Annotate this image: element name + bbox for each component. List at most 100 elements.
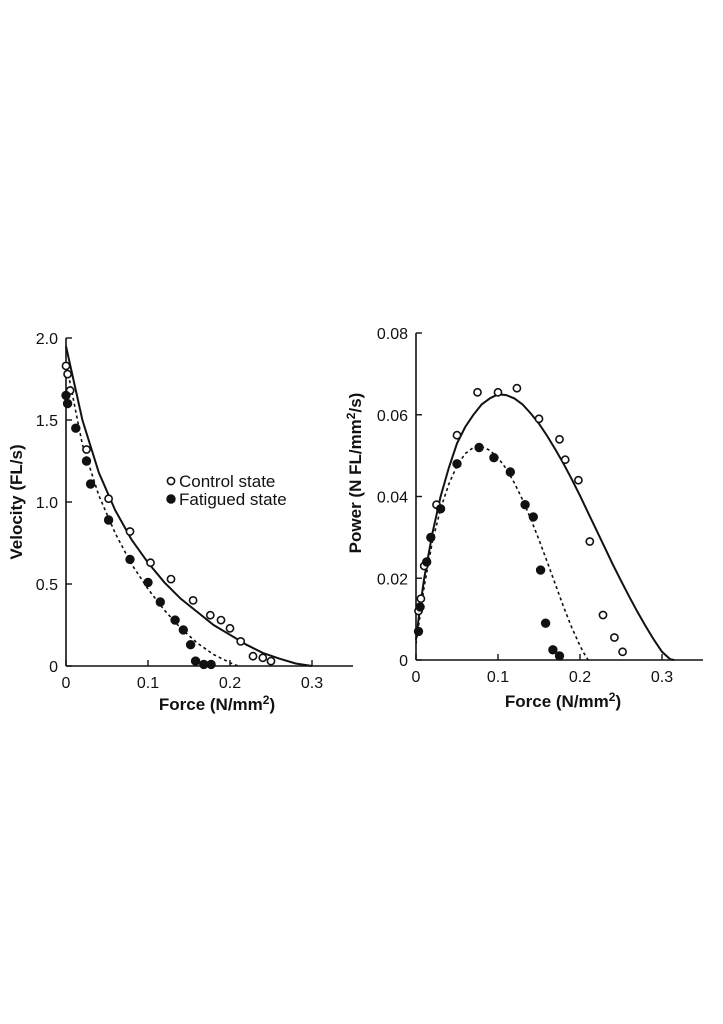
velocity-fatigued-point xyxy=(185,640,196,650)
velocity-control-point xyxy=(166,574,176,584)
velocity-control-point xyxy=(225,623,235,633)
velocity-control-point xyxy=(63,369,72,379)
velocity-fatigued-point xyxy=(71,423,81,433)
velocity-fatigued-point xyxy=(81,456,92,466)
power-y-tick-label: 0.08 xyxy=(377,326,408,343)
legend-item-fatigued: Fatigued state xyxy=(166,490,287,509)
velocity-fit-curve-dashed xyxy=(65,362,239,667)
velocity-fatigued-point xyxy=(103,515,114,525)
velocity-y-tick-label: 0 xyxy=(49,659,58,676)
power-fatigued-point xyxy=(505,467,515,477)
power-fatigued-point xyxy=(452,459,462,469)
velocity-x-tick-label: 0.2 xyxy=(219,675,241,692)
velocity-control-point xyxy=(82,445,91,454)
power-fatigued-point xyxy=(415,602,425,612)
velocity-fatigued-point xyxy=(85,479,96,489)
power-control-point xyxy=(473,387,482,397)
power-x-tick-label: 0.1 xyxy=(487,669,509,686)
velocity-y-axis-title: Velocity (FL/s) xyxy=(7,444,26,559)
power-fatigued-point xyxy=(540,618,551,628)
velocity-control-point xyxy=(61,361,71,371)
power-y-tick-label: 0.04 xyxy=(377,490,408,507)
velocity-control-point xyxy=(258,653,268,663)
velocity-control-point xyxy=(248,651,258,661)
power-fatigued-point xyxy=(535,565,546,575)
power-control-point xyxy=(560,455,570,465)
power-control-point xyxy=(598,610,608,620)
power-control-point xyxy=(534,414,544,424)
power-control-point xyxy=(585,537,595,546)
velocity-y-tick-label: 2.0 xyxy=(36,331,58,348)
power-fatigued-point xyxy=(489,453,499,463)
power-fatigued-point xyxy=(435,504,446,514)
power-fatigued-point xyxy=(554,651,565,661)
power-chart-axes xyxy=(415,333,703,661)
velocity-fatigued-point xyxy=(143,577,153,588)
power-fit-curves xyxy=(415,393,675,661)
velocity-y-tick-label: 1.0 xyxy=(36,495,58,512)
velocity-fatigued-point xyxy=(178,625,189,635)
power-fatigued-point xyxy=(520,500,530,510)
velocity-data-points xyxy=(61,361,276,670)
power-fatigued-point xyxy=(474,442,484,453)
velocity-fatigued-point xyxy=(61,390,71,401)
velocity-control-point xyxy=(125,527,135,536)
power-force-chart: 0 0.1 0.2 0.3 0 0.02 0.04 0.06 0.08 Force (N/mm2… xyxy=(344,326,703,711)
velocity-fatigued-point xyxy=(155,597,166,607)
legend-filled-circle-marker xyxy=(166,494,176,504)
velocity-control-point xyxy=(236,637,246,646)
power-y-axis-title: Power (N FL/mm2/s) xyxy=(344,393,365,554)
velocity-fatigued-point xyxy=(170,615,180,625)
velocity-x-tick-label: 0.3 xyxy=(301,675,323,692)
legend-open-circle-marker xyxy=(166,476,176,486)
velocity-fit-curves xyxy=(65,345,313,667)
velocity-fatigued-point xyxy=(206,659,216,670)
power-fatigued-point xyxy=(422,557,432,567)
power-data-points xyxy=(413,383,627,661)
velocity-fatigued-point xyxy=(190,656,201,666)
velocity-chart-ticks: 0 0.1 0.2 0.3 0 0.5 1.0 1.5 2.0 xyxy=(36,331,323,692)
legend-item-control: Control state xyxy=(166,472,275,491)
velocity-fatigued-point xyxy=(125,554,135,565)
power-control-point xyxy=(452,430,462,440)
power-fatigued-point xyxy=(528,512,538,522)
velocity-x-tick-label: 0.1 xyxy=(137,675,159,692)
power-control-point xyxy=(618,647,627,657)
velocity-control-point xyxy=(104,494,113,504)
velocity-force-chart: 0 0.1 0.2 0.3 0 0.5 1.0 1.5 2.0 Force (N/mm2) Ve… xyxy=(7,331,353,714)
power-x-axis-title: Force (N/mm2) xyxy=(505,690,621,711)
velocity-y-tick-label: 0.5 xyxy=(36,577,58,594)
velocity-control-point xyxy=(216,615,226,625)
legend-label-control: Control state xyxy=(179,472,275,491)
power-fatigued-point xyxy=(413,626,424,637)
power-chart-ticks: 0 0.1 0.2 0.3 0 0.02 0.04 0.06 0.08 xyxy=(377,326,673,686)
power-y-tick-label: 0 xyxy=(399,653,408,670)
power-control-point xyxy=(610,633,619,642)
velocity-control-point xyxy=(146,558,155,568)
velocity-x-axis-title: Force (N/mm2) xyxy=(159,693,275,714)
velocity-y-tick-label: 1.5 xyxy=(36,413,58,430)
velocity-control-point xyxy=(188,596,198,605)
power-control-point xyxy=(574,475,583,485)
power-control-point xyxy=(493,387,503,397)
velocity-control-point xyxy=(266,656,276,666)
power-x-tick-label: 0.2 xyxy=(569,669,591,686)
power-control-point xyxy=(512,383,522,393)
power-control-point xyxy=(416,594,426,604)
velocity-fit-curve-solid xyxy=(65,345,313,667)
power-y-tick-label: 0.06 xyxy=(377,408,408,425)
power-y-tick-label: 0.02 xyxy=(377,571,408,588)
velocity-control-point xyxy=(205,610,215,620)
velocity-x-tick-label: 0 xyxy=(62,675,71,692)
velocity-fatigued-point xyxy=(62,398,73,409)
power-control-point xyxy=(555,434,564,444)
power-fatigued-point xyxy=(426,532,436,543)
power-x-tick-label: 0 xyxy=(412,669,421,686)
legend: Control state Fatigued state xyxy=(166,472,287,509)
power-fit-curve-dashed xyxy=(415,445,589,661)
power-fit-curve-solid xyxy=(415,393,675,661)
power-fatigued-point xyxy=(548,645,558,655)
power-x-tick-label: 0.3 xyxy=(651,669,673,686)
legend-label-fatigued: Fatigued state xyxy=(179,490,287,509)
